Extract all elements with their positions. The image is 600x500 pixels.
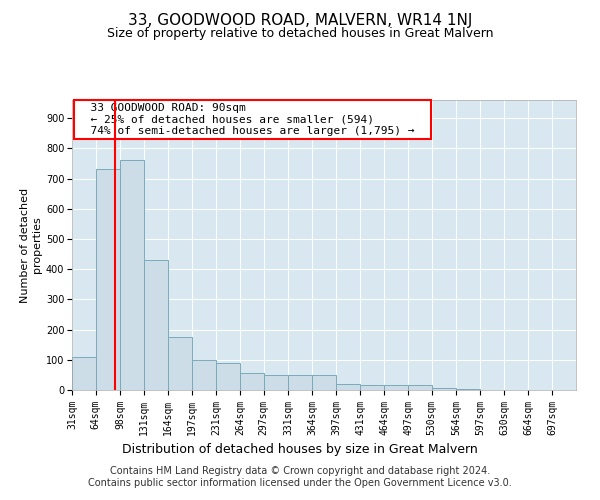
- Bar: [72, 357, 96, 390]
- Bar: [312, 375, 336, 390]
- Bar: [408, 386, 432, 390]
- Bar: [264, 375, 289, 390]
- Bar: [240, 374, 264, 390]
- Text: Size of property relative to detached houses in Great Malvern: Size of property relative to detached ho…: [107, 28, 493, 40]
- Bar: [336, 384, 361, 390]
- Text: 33, GOODWOOD ROAD, MALVERN, WR14 1NJ: 33, GOODWOOD ROAD, MALVERN, WR14 1NJ: [128, 12, 472, 28]
- Text: Distribution of detached houses by size in Great Malvern: Distribution of detached houses by size …: [122, 442, 478, 456]
- Bar: [384, 386, 408, 390]
- Bar: [432, 388, 457, 390]
- Bar: [121, 160, 144, 390]
- Bar: [289, 375, 312, 390]
- Text: 33 GOODWOOD ROAD: 90sqm  
  ← 25% of detached houses are smaller (594)  
  74% o: 33 GOODWOOD ROAD: 90sqm ← 25% of detache…: [77, 103, 428, 136]
- Bar: [191, 360, 216, 390]
- Bar: [168, 337, 191, 390]
- Y-axis label: Number of detached
properties: Number of detached properties: [20, 188, 41, 302]
- Bar: [216, 363, 240, 390]
- Text: Contains HM Land Registry data © Crown copyright and database right 2024.
Contai: Contains HM Land Registry data © Crown c…: [88, 466, 512, 487]
- Bar: [96, 170, 121, 390]
- Bar: [144, 260, 168, 390]
- Bar: [361, 386, 384, 390]
